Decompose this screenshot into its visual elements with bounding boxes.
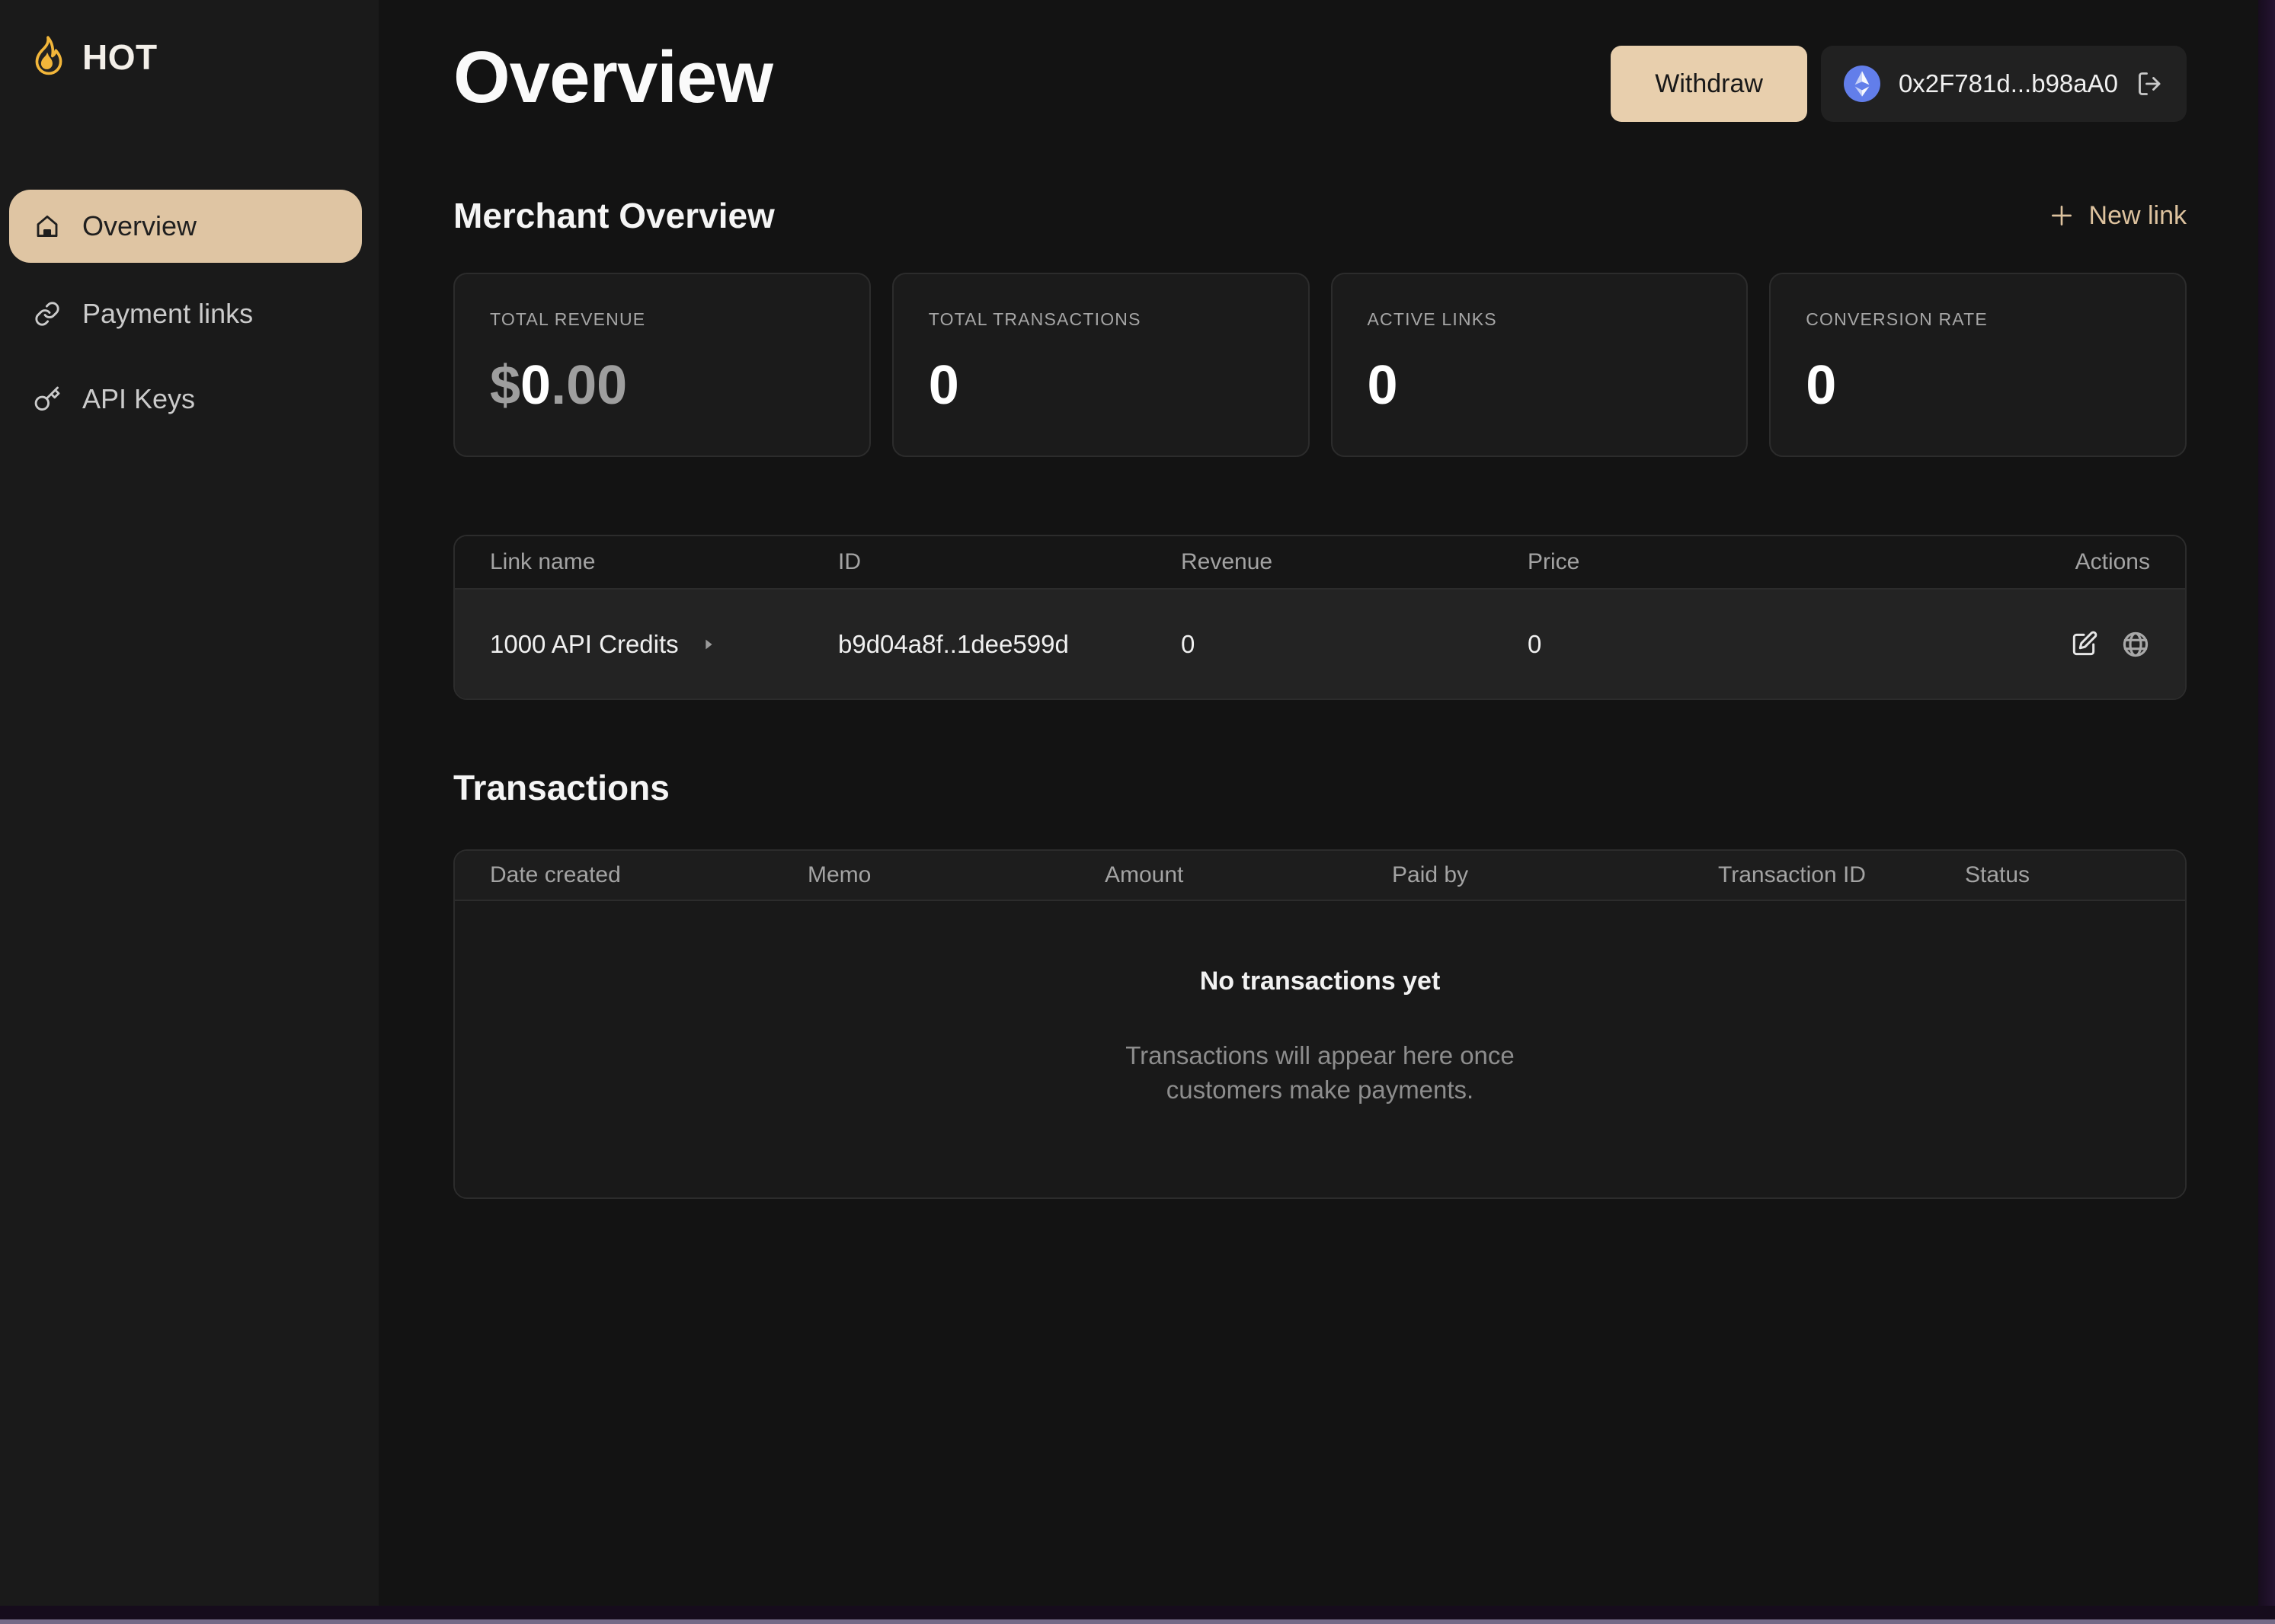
key-icon (34, 386, 60, 411)
plus-icon (2051, 206, 2072, 225)
stat-label: ACTIVE LINKS (1367, 309, 1497, 329)
home-icon (37, 215, 58, 238)
transactions-table-header: Date created Memo Amount Paid by Transac… (455, 851, 2185, 901)
link-icon (35, 302, 59, 326)
column-header-price: Price (1528, 549, 1580, 574)
merchant-overview-heading: Merchant Overview (453, 196, 775, 235)
link-name-cell[interactable]: 1000 API Credits (490, 630, 838, 659)
stat-value: $0.00 (490, 354, 834, 417)
edit-icon[interactable] (2069, 630, 2098, 659)
column-header-amount: Amount (1105, 862, 1184, 887)
currency-symbol: $ (490, 355, 521, 416)
empty-state-title: No transactions yet (1199, 967, 1441, 996)
wallet-address: 0x2F781d...b98aA0 (1898, 69, 2118, 98)
column-header-date-created: Date created (490, 862, 621, 887)
link-revenue: 0 (1181, 629, 1195, 658)
stat-value: 0 (1806, 355, 1837, 416)
column-header-id: ID (838, 549, 861, 574)
link-name: 1000 API Credits (490, 629, 679, 658)
flame-icon (35, 36, 62, 75)
page-header: Overview Withdraw 0x2F781d...b98aA0 (453, 37, 2187, 122)
link-price: 0 (1528, 629, 1542, 658)
header-actions: Withdraw 0x2F781d...b98aA0 (1611, 46, 2187, 122)
column-header-transaction-id: Transaction ID (1718, 862, 1866, 887)
merchant-overview-header: Merchant Overview New link (453, 195, 2187, 236)
column-header-revenue: Revenue (1181, 549, 1273, 574)
sidebar-item-label: Payment links (82, 298, 254, 329)
empty-state-description: Transactions will appear here once custo… (1125, 1039, 1515, 1108)
transactions-empty-state: No transactions yet Transactions will ap… (455, 901, 2185, 1197)
sidebar-item-payment-links[interactable]: Payment links (9, 286, 362, 342)
sidebar-item-label: API Keys (82, 383, 196, 414)
desktop-edge-bottom (0, 1606, 2275, 1624)
stat-label: TOTAL REVENUE (490, 309, 646, 329)
wallet-pill[interactable]: 0x2F781d...b98aA0 (1820, 46, 2187, 122)
link-id: b9d04a8f..1dee599d (838, 629, 1069, 658)
column-header-actions: Actions (2075, 549, 2150, 574)
chevron-right-icon[interactable] (700, 636, 717, 653)
withdraw-button[interactable]: Withdraw (1611, 46, 1807, 122)
new-link-button[interactable]: New link (2046, 200, 2187, 231)
stat-value: 0 (928, 355, 959, 416)
stat-label: TOTAL TRANSACTIONS (928, 309, 1141, 329)
desktop-edge-right (2258, 0, 2275, 1624)
logout-icon[interactable] (2136, 70, 2164, 98)
stat-card-total-revenue: TOTAL REVENUE $0.00 (453, 273, 871, 457)
stat-value: 0 (1367, 355, 1398, 416)
main-content: Overview Withdraw 0x2F781d...b98aA0 (379, 0, 2258, 1606)
column-header-paid-by: Paid by (1392, 862, 1469, 887)
payment-links-table: Link name ID Revenue Price Actions 1000 … (453, 535, 2187, 700)
stat-cards: TOTAL REVENUE $0.00 TOTAL TRANSACTIONS 0… (453, 273, 2187, 457)
stat-card-conversion-rate: CONVERSION RATE 0 (1769, 273, 2187, 457)
payment-links-table-header: Link name ID Revenue Price Actions (455, 536, 2185, 590)
sidebar: HOT Overview Payment links API Keys (0, 0, 379, 1606)
sidebar-item-label: Overview (82, 210, 197, 241)
transactions-heading: Transactions (453, 768, 670, 807)
column-header-memo: Memo (808, 862, 872, 887)
new-link-label: New link (2088, 200, 2187, 230)
transactions-table: Date created Memo Amount Paid by Transac… (453, 849, 2187, 1199)
stat-card-active-links: ACTIVE LINKS 0 (1330, 273, 1749, 457)
column-header-status: Status (1965, 862, 2030, 887)
app-title: HOT (82, 37, 158, 77)
value-decimal: .00 (551, 355, 628, 416)
page-title: Overview (453, 37, 773, 118)
table-row: 1000 API Credits b9d04a8f..1dee599d 0 0 (455, 590, 2185, 699)
sidebar-item-overview[interactable]: Overview (9, 190, 362, 263)
sidebar-item-api-keys[interactable]: API Keys (9, 371, 362, 427)
stat-label: CONVERSION RATE (1806, 309, 1988, 329)
value-integer: 0 (520, 355, 552, 416)
app-logo: HOT (29, 35, 158, 79)
column-header-link-name: Link name (490, 549, 596, 574)
empty-state-line2: customers make payments. (1166, 1075, 1474, 1104)
sidebar-nav: Overview Payment links API Keys (9, 190, 362, 427)
stat-card-total-transactions: TOTAL TRANSACTIONS 0 (891, 273, 1310, 457)
ethereum-icon (1843, 66, 1880, 102)
row-actions (1975, 630, 2150, 659)
empty-state-line1: Transactions will appear here once (1125, 1041, 1515, 1069)
globe-icon[interactable] (2121, 630, 2150, 659)
